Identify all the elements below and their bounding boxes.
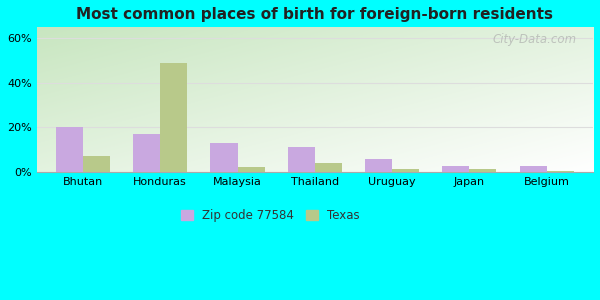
Bar: [56, 128, 83, 172]
Bar: [442, 167, 469, 172]
Bar: [469, 169, 496, 172]
Bar: [160, 63, 187, 172]
Bar: [547, 171, 574, 172]
Bar: [315, 163, 342, 172]
Bar: [392, 169, 419, 172]
Title: Most common places of birth for foreign-born residents: Most common places of birth for foreign-…: [76, 7, 553, 22]
Text: City-Data.com: City-Data.com: [492, 33, 577, 46]
Bar: [211, 143, 238, 172]
Bar: [288, 148, 315, 172]
Bar: [365, 159, 392, 172]
Bar: [238, 167, 265, 172]
Legend: Zip code 77584, Texas: Zip code 77584, Texas: [176, 204, 364, 227]
Bar: [83, 156, 110, 172]
Bar: [520, 167, 547, 172]
Bar: [133, 134, 160, 172]
